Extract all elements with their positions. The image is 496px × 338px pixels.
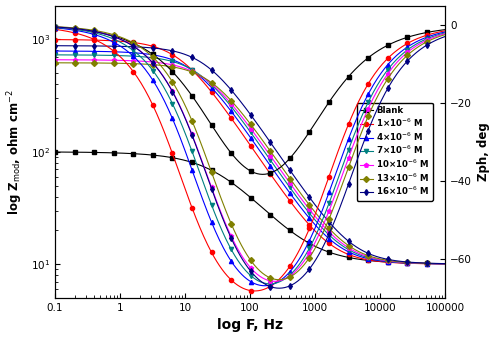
Blank [442, 262, 448, 266]
4×10$^{-6}$ M [284, 188, 290, 192]
1×10$^{-6}$ M [283, 194, 289, 198]
Line: 16×10$^{-6}$ M: 16×10$^{-6}$ M [53, 44, 447, 266]
16×10$^{-6}$ M [283, 163, 289, 167]
7×10$^{-6}$ M [284, 182, 290, 186]
13×10$^{-6}$ M [53, 61, 59, 65]
1×10$^{-6}$ M [291, 204, 297, 208]
10×10$^{-6}$ M [283, 176, 289, 180]
4×10$^{-6}$ M [52, 49, 58, 53]
10×10$^{-6}$ M [284, 177, 290, 182]
13×10$^{-6}$ M [442, 262, 448, 266]
7×10$^{-6}$ M [381, 259, 387, 263]
1×10$^{-6}$ M [52, 38, 58, 42]
13×10$^{-6}$ M [291, 182, 297, 186]
10×10$^{-6}$ M [406, 261, 412, 265]
Blank [381, 260, 387, 264]
Blank [291, 231, 297, 235]
16×10$^{-6}$ M [284, 164, 290, 168]
Line: 1×10$^{-6}$ M: 1×10$^{-6}$ M [53, 38, 447, 266]
1×10$^{-6}$ M [284, 195, 290, 199]
4×10$^{-6}$ M [442, 262, 448, 266]
1×10$^{-6}$ M [53, 38, 59, 42]
7×10$^{-6}$ M [291, 191, 297, 195]
13×10$^{-6}$ M [284, 173, 290, 177]
13×10$^{-6}$ M [406, 261, 412, 265]
16×10$^{-6}$ M [381, 257, 387, 261]
4×10$^{-6}$ M [53, 49, 59, 53]
4×10$^{-6}$ M [406, 261, 412, 265]
Line: 7×10$^{-6}$ M: 7×10$^{-6}$ M [53, 53, 447, 266]
Blank [52, 150, 58, 154]
16×10$^{-6}$ M [291, 174, 297, 178]
13×10$^{-6}$ M [283, 171, 289, 175]
16×10$^{-6}$ M [406, 260, 412, 264]
1×10$^{-6}$ M [442, 262, 448, 266]
10×10$^{-6}$ M [291, 187, 297, 191]
X-axis label: log F, Hz: log F, Hz [217, 318, 283, 333]
Blank [406, 261, 412, 265]
13×10$^{-6}$ M [381, 258, 387, 262]
7×10$^{-6}$ M [406, 261, 412, 265]
7×10$^{-6}$ M [442, 262, 448, 266]
10×10$^{-6}$ M [53, 58, 59, 62]
4×10$^{-6}$ M [283, 186, 289, 190]
16×10$^{-6}$ M [52, 44, 58, 48]
Blank [53, 150, 59, 154]
4×10$^{-6}$ M [381, 259, 387, 263]
10×10$^{-6}$ M [52, 58, 58, 62]
Legend: Blank, 1×10$^{-6}$ M, 4×10$^{-6}$ M, 7×10$^{-6}$ M, 10×10$^{-6}$ M, 13×10$^{-6}$: Blank, 1×10$^{-6}$ M, 4×10$^{-6}$ M, 7×1… [357, 103, 433, 201]
7×10$^{-6}$ M [53, 53, 59, 57]
Line: 10×10$^{-6}$ M: 10×10$^{-6}$ M [53, 58, 447, 266]
13×10$^{-6}$ M [52, 61, 58, 65]
7×10$^{-6}$ M [283, 180, 289, 184]
Y-axis label: log Z$_{\mathrm{mod}}$, ohm cm$^{-2}$: log Z$_{\mathrm{mod}}$, ohm cm$^{-2}$ [5, 89, 25, 215]
1×10$^{-6}$ M [406, 261, 412, 265]
Y-axis label: Zph, deg: Zph, deg [478, 122, 491, 181]
Line: Blank: Blank [53, 150, 447, 266]
10×10$^{-6}$ M [381, 258, 387, 262]
4×10$^{-6}$ M [291, 196, 297, 200]
1×10$^{-6}$ M [381, 260, 387, 264]
7×10$^{-6}$ M [52, 53, 58, 57]
10×10$^{-6}$ M [442, 262, 448, 266]
Line: 13×10$^{-6}$ M: 13×10$^{-6}$ M [53, 61, 447, 266]
Line: 4×10$^{-6}$ M: 4×10$^{-6}$ M [53, 49, 447, 266]
16×10$^{-6}$ M [53, 44, 59, 48]
Blank [283, 225, 289, 230]
Blank [284, 226, 290, 231]
16×10$^{-6}$ M [442, 262, 448, 266]
